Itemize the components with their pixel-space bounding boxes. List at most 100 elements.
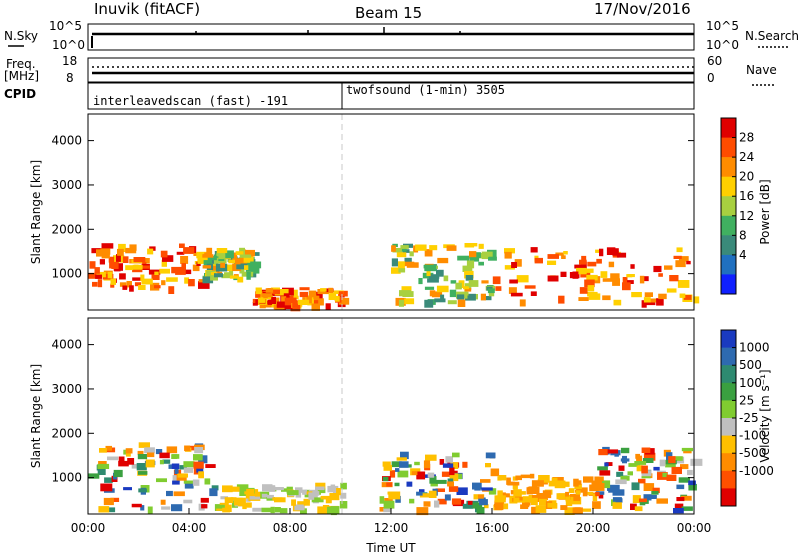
power-cell-228 [328, 287, 334, 293]
power-cell-170 [207, 255, 217, 261]
velocity-cell-305 [519, 496, 524, 501]
power-cell-431 [504, 251, 512, 259]
velocity-cell-281 [564, 507, 575, 515]
velocity-cell-336 [494, 504, 500, 508]
velocity-cell-206 [425, 454, 437, 461]
power-cell-400 [644, 292, 653, 297]
power-cell-381 [504, 248, 515, 254]
power-cell-252 [298, 299, 310, 305]
power-cbar-seg-4 [721, 196, 736, 217]
cpid-panel: CPID interleavedscan (fast) -191 twofsou… [4, 82, 695, 110]
velocity-cell-443 [676, 497, 685, 502]
velocity-cell-32 [172, 475, 180, 483]
velocity-cell-208 [429, 476, 437, 484]
power-cell-448 [608, 261, 615, 268]
power-cell-262 [299, 287, 310, 291]
velocity-cell-142 [230, 497, 237, 501]
power-cell-395 [639, 275, 645, 284]
power-cell-198 [325, 303, 331, 310]
velocity-cell-318 [507, 481, 520, 486]
velocity-cell-261 [435, 479, 447, 484]
velocity-cell-152 [224, 497, 234, 504]
power-cell-150 [220, 262, 225, 268]
velocity-cell-166 [287, 490, 299, 496]
power-cell-415 [656, 298, 664, 306]
velocity-cell-427 [627, 471, 633, 476]
power-cell-15 [181, 263, 186, 270]
power-cell-442 [616, 252, 627, 258]
velocity-cell-389 [647, 494, 657, 499]
power-cell-393 [579, 287, 588, 294]
velocity-cell-126 [274, 487, 284, 491]
velocity-cell-257 [481, 487, 493, 491]
power-cell-307 [463, 286, 470, 290]
velocity-cell-64 [184, 445, 191, 452]
velocity-cell-436 [634, 461, 647, 465]
power-cell-222 [252, 302, 258, 306]
power-cell-273 [392, 247, 403, 253]
power-y-ticks: 4000 3000 2000 1000 [51, 134, 694, 281]
velocity-cell-399 [595, 491, 605, 495]
power-cell-385 [644, 276, 649, 282]
power-cell-74 [94, 267, 100, 274]
velocity-cell-356 [530, 497, 538, 506]
power-cell-113 [202, 255, 211, 263]
velocity-cell-83 [99, 448, 107, 453]
velocity-cell-7 [147, 506, 153, 514]
power-cell-372 [677, 280, 690, 288]
velocity-cell-260 [490, 468, 500, 477]
velocity-cell-154 [317, 506, 327, 514]
power-cell-313 [404, 298, 415, 305]
velocity-cell-304 [520, 504, 529, 509]
power-cell-76 [168, 286, 175, 294]
velocity-cell-256 [447, 481, 454, 487]
velocity-cell-279 [531, 506, 540, 514]
power-cbar-seg-2 [721, 157, 736, 178]
velocity-cell-247 [448, 486, 459, 492]
velocity-cell-287 [554, 480, 566, 489]
freq-label-1: Freq. [6, 57, 36, 71]
velocity-cell-51 [192, 479, 200, 486]
velocity-cell-407 [598, 449, 608, 456]
velocity-cell-306 [522, 496, 534, 503]
power-cell-340 [481, 280, 489, 284]
power-cell-174 [244, 265, 249, 270]
velocity-xtick-label-1: 04:00 [172, 521, 207, 535]
velocity-y-ticks: 4000 3000 2000 1000 [51, 338, 694, 485]
velocity-cell-171 [320, 495, 333, 500]
velocity-cbar-seg-8 [721, 470, 736, 489]
velocity-xtick-label-5: 20:00 [576, 521, 611, 535]
velocity-cell-273 [592, 501, 601, 509]
power-cell-409 [693, 296, 700, 304]
power-cell-334 [468, 280, 479, 287]
power-cell-342 [391, 245, 396, 252]
power-cell-356 [455, 282, 462, 290]
power-cell-299 [481, 296, 492, 301]
velocity-cell-371 [688, 483, 697, 491]
cpid-segment-2: twofsound (1-min) 3505 [346, 83, 505, 97]
power-cell-46 [183, 247, 195, 254]
velocity-cell-195 [416, 471, 426, 480]
power-cell-407 [602, 295, 611, 301]
power-ylabel: Slant Range [km] [29, 160, 43, 264]
power-cell-306 [437, 257, 449, 264]
velocity-cell-267 [444, 494, 451, 501]
power-cell-440 [561, 255, 566, 259]
power-cell-371 [558, 295, 565, 304]
velocity-cell-37 [140, 505, 145, 511]
velocity-cell-216 [427, 472, 435, 478]
power-cell-75 [161, 280, 166, 286]
velocity-data-cells [88, 442, 703, 516]
power-cell-87 [197, 256, 207, 264]
date-title: 17/Nov/2016 [594, 0, 691, 18]
velocity-cell-16 [131, 464, 142, 469]
power-cell-446 [658, 293, 667, 300]
velocity-cell-316 [539, 498, 547, 506]
power-cell-69 [122, 285, 128, 290]
velocity-cell-52 [104, 507, 116, 513]
velocity-cell-233 [397, 470, 409, 478]
beam-title: Beam 15 [355, 4, 422, 22]
power-cell-414 [509, 279, 518, 284]
power-cell-135 [212, 265, 220, 271]
